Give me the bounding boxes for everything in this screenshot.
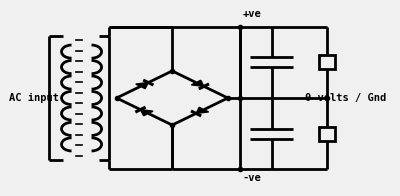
Bar (319, 127, 335, 141)
Polygon shape (191, 80, 204, 86)
Polygon shape (140, 110, 153, 116)
Polygon shape (136, 83, 148, 89)
Text: -ve: -ve (242, 173, 261, 183)
Polygon shape (196, 107, 209, 113)
Bar (319, 55, 335, 69)
Text: +ve: +ve (242, 9, 261, 19)
Text: 0 volts / Gnd: 0 volts / Gnd (306, 93, 387, 103)
Text: AC input: AC input (9, 93, 59, 103)
